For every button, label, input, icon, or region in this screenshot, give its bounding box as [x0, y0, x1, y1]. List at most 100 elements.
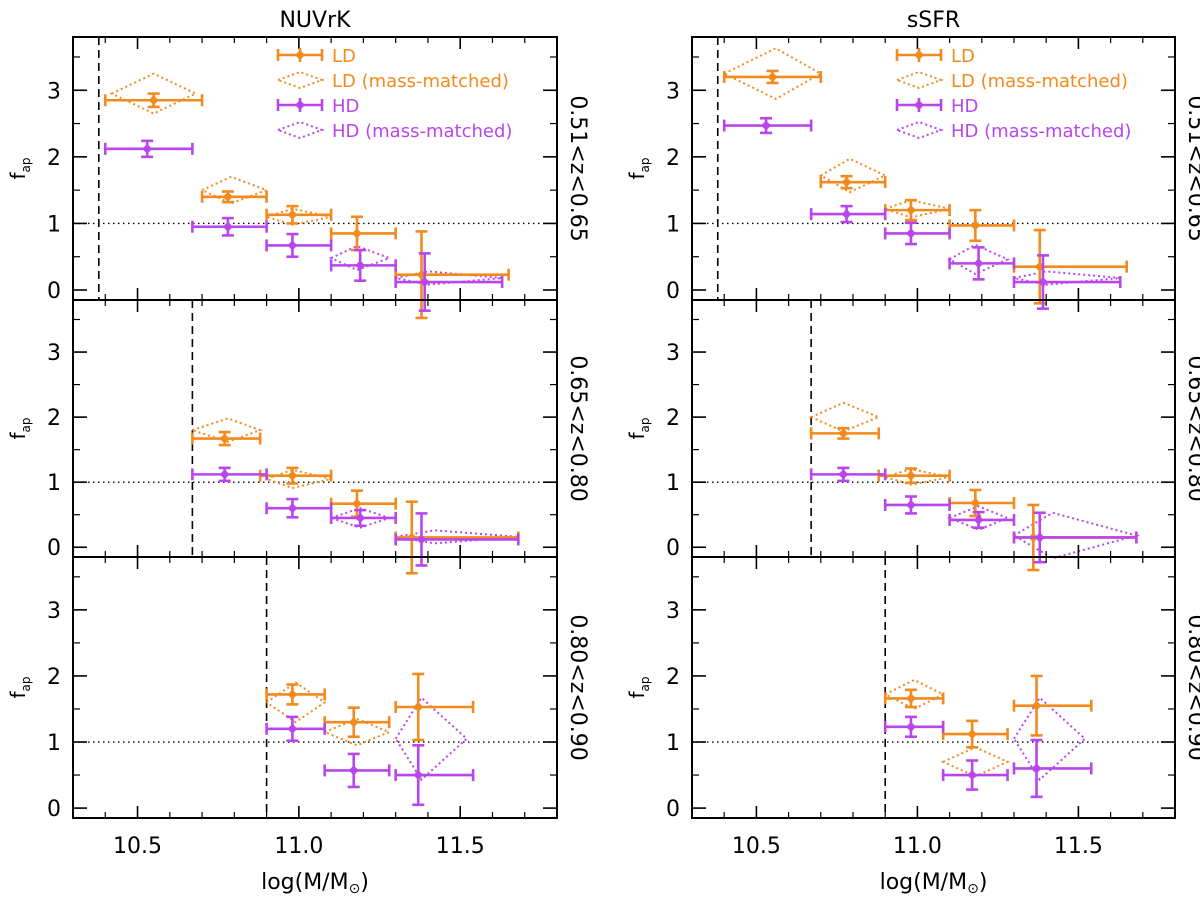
panel-frame [691, 556, 1176, 819]
y-axis-label: fap [625, 676, 652, 698]
redshift-label: 0.51<z<0.65 [565, 95, 590, 241]
ld-mass-matched-region [818, 157, 888, 194]
y-axis-label: fap [6, 157, 33, 179]
data-point-marker [905, 205, 916, 216]
y-tick-label: 1 [666, 212, 680, 237]
y-tick-label: 3 [666, 79, 680, 104]
hd-data-point [883, 715, 945, 739]
data-point-marker [419, 277, 430, 288]
legend-diamond [275, 120, 325, 140]
legend-label: HD [951, 96, 978, 117]
data-point-marker [970, 220, 981, 231]
data-point-marker [287, 209, 298, 220]
data-point-marker [973, 258, 984, 269]
data-point-marker [351, 228, 362, 239]
data-point-marker [1034, 532, 1045, 543]
legend-label: HD (mass-matched) [332, 121, 512, 142]
hd-data-point [809, 204, 887, 224]
hd-data-point [883, 221, 951, 246]
hd-data-point [191, 466, 268, 483]
data-point-marker [1031, 700, 1042, 711]
ld-mass-matched-region [263, 468, 332, 490]
ld-mass-matched-region [189, 417, 264, 443]
data-point-marker [970, 497, 981, 508]
legend-marker [914, 100, 924, 110]
hd-data-point [883, 495, 951, 515]
x-tick-label: 11.0 [274, 834, 323, 859]
data-point-marker [416, 534, 427, 545]
column-title: NUVrK [279, 8, 351, 33]
y-tick-label: 3 [47, 79, 61, 104]
ld-mass-matched-region [322, 717, 392, 747]
y-axis-label: fap [6, 417, 33, 439]
ld-data-point [883, 688, 945, 709]
ld-data-point [877, 467, 951, 485]
ld-data-point [323, 706, 391, 739]
hd-data-point [1012, 511, 1138, 564]
ld-data-point [265, 204, 333, 225]
ld-mass-matched-region [882, 199, 950, 219]
x-tick-label: 11.0 [893, 834, 942, 859]
ld-data-point [258, 466, 333, 485]
y-tick-label: 1 [666, 471, 680, 496]
legend-item: HD [276, 96, 359, 117]
ld-data-point [394, 500, 520, 575]
x-axis-label: log(M/M⊙) [261, 870, 369, 897]
hd-mass-matched-region [1013, 270, 1121, 286]
y-axis-label: fap [625, 417, 652, 439]
hd-data-point [948, 510, 1016, 530]
redshift-label: 0.65<z<0.80 [565, 355, 590, 501]
data-point-marker [287, 470, 298, 481]
data-point-marker [287, 240, 298, 251]
x-axis-label: log(M/M⊙) [880, 870, 988, 897]
hd-mass-matched-region [1012, 696, 1087, 782]
y-tick-label: 0 [47, 797, 61, 822]
legend-marker [295, 100, 305, 110]
x-tick-label: 10.5 [732, 834, 781, 859]
data-point-marker [142, 143, 153, 154]
data-point-marker [905, 693, 916, 704]
y-tick-label: 3 [47, 341, 61, 366]
data-point-marker [967, 729, 978, 740]
hd-data-point [1012, 738, 1093, 799]
data-point-marker [355, 512, 366, 523]
x-tick-label: 11.5 [1054, 834, 1103, 859]
ld-mass-matched-region [264, 681, 327, 724]
hd-data-point [103, 139, 194, 159]
y-tick-label: 2 [47, 146, 61, 171]
legend: LD LD (mass-matched) HD HD (mass-matched) [894, 46, 1131, 142]
data-point-marker [348, 717, 359, 728]
data-point-marker [1037, 277, 1048, 288]
y-tick-label: 1 [47, 731, 61, 756]
ld-data-point [883, 198, 951, 222]
column-title: sSFR [907, 8, 960, 33]
data-point-marker [287, 723, 298, 734]
y-tick-label: 1 [47, 471, 61, 496]
hd-data-point [329, 508, 397, 528]
legend-marker [295, 50, 305, 60]
data-point-marker [413, 701, 424, 712]
y-tick-label: 1 [47, 212, 61, 237]
legend-label: HD [332, 96, 359, 117]
redshift-label: 0.51<z<0.65 [1183, 95, 1200, 241]
ld-mass-matched-region [109, 72, 198, 115]
data-point-marker [967, 770, 978, 781]
y-tick-label: 0 [666, 279, 680, 304]
panel-ssfr-row1: 0 1 2 3 fap 0.65<z<0.80 [625, 299, 1200, 572]
y-tick-label: 2 [666, 406, 680, 431]
hd-data-point [265, 232, 333, 259]
hd-data-point [394, 744, 475, 807]
hd-data-point [329, 248, 397, 282]
hd-data-point [394, 252, 504, 312]
y-tick-label: 3 [47, 599, 61, 624]
data-point-marker [838, 428, 849, 439]
x-tick-label: 10.5 [113, 834, 162, 859]
data-point-marker [761, 120, 772, 131]
data-point-marker [841, 177, 852, 188]
y-tick-label: 3 [666, 341, 680, 366]
hd-data-point [191, 216, 268, 237]
hd-mass-matched-region [946, 505, 1011, 531]
hd-data-point [265, 715, 326, 742]
ld-data-point [200, 190, 268, 204]
ld-data-point [191, 430, 262, 447]
